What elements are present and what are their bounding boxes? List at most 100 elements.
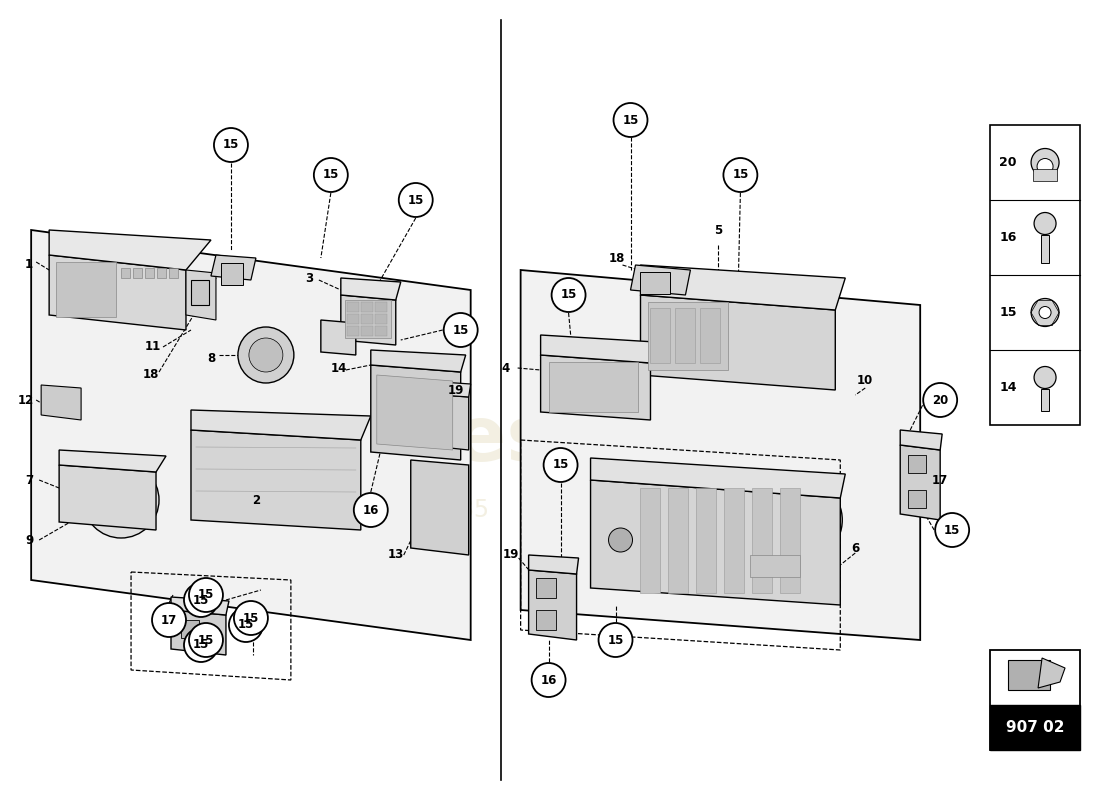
Circle shape: [724, 158, 758, 192]
Text: 6: 6: [851, 542, 859, 554]
Text: 5: 5: [714, 223, 723, 237]
Polygon shape: [441, 395, 469, 450]
Text: 8: 8: [207, 351, 216, 365]
Circle shape: [1037, 158, 1053, 174]
Text: 16: 16: [540, 674, 557, 686]
Text: 11: 11: [145, 341, 161, 354]
Text: 15: 15: [408, 194, 424, 206]
Text: 16: 16: [363, 503, 379, 517]
Text: 15: 15: [552, 458, 569, 471]
Circle shape: [354, 493, 388, 527]
Text: 14: 14: [999, 381, 1016, 394]
Text: 19: 19: [503, 549, 519, 562]
Polygon shape: [900, 430, 943, 450]
Bar: [361, 326, 373, 336]
Circle shape: [608, 528, 632, 552]
Polygon shape: [529, 570, 576, 640]
Bar: [536, 578, 556, 598]
Text: 15: 15: [198, 634, 214, 646]
Text: 15: 15: [192, 594, 209, 606]
Bar: [750, 555, 801, 577]
Bar: [1041, 389, 1049, 410]
Polygon shape: [59, 465, 156, 530]
Bar: [640, 488, 660, 593]
Polygon shape: [341, 278, 400, 300]
Text: 12: 12: [18, 394, 34, 406]
Bar: [909, 490, 926, 508]
Text: 15: 15: [192, 638, 209, 651]
Text: 15: 15: [322, 169, 339, 182]
Bar: [696, 488, 716, 593]
Polygon shape: [540, 335, 656, 363]
Bar: [346, 302, 359, 312]
Bar: [344, 300, 390, 338]
Polygon shape: [191, 410, 371, 440]
Text: 15: 15: [560, 289, 576, 302]
Circle shape: [184, 628, 218, 662]
Polygon shape: [170, 597, 229, 615]
Text: 13: 13: [387, 549, 404, 562]
Polygon shape: [377, 375, 453, 450]
Polygon shape: [540, 355, 650, 420]
Bar: [182, 620, 199, 638]
Bar: [1041, 234, 1049, 262]
Polygon shape: [50, 255, 186, 330]
Bar: [1008, 660, 1050, 690]
Bar: [669, 488, 689, 593]
Polygon shape: [591, 458, 845, 498]
Circle shape: [84, 462, 160, 538]
Circle shape: [935, 513, 969, 547]
Bar: [169, 268, 178, 278]
Bar: [990, 650, 1080, 750]
Polygon shape: [640, 265, 845, 310]
Text: 16: 16: [1000, 231, 1016, 244]
Polygon shape: [186, 270, 216, 320]
Polygon shape: [211, 255, 256, 280]
Bar: [649, 302, 728, 370]
Bar: [191, 280, 209, 305]
Bar: [375, 326, 387, 336]
Polygon shape: [191, 430, 361, 530]
Circle shape: [189, 578, 223, 612]
Bar: [375, 314, 387, 324]
Circle shape: [1031, 298, 1059, 326]
Polygon shape: [371, 350, 465, 372]
Bar: [361, 314, 373, 324]
Bar: [1033, 169, 1057, 181]
Bar: [133, 268, 142, 278]
Polygon shape: [41, 385, 81, 420]
Text: 907 02: 907 02: [1005, 719, 1065, 734]
Text: 20: 20: [999, 156, 1016, 169]
Polygon shape: [321, 320, 355, 355]
Circle shape: [923, 383, 957, 417]
Text: a passion for parts since 1985: a passion for parts since 1985: [132, 498, 490, 522]
Text: 4: 4: [502, 362, 509, 374]
Circle shape: [443, 313, 477, 347]
Polygon shape: [591, 480, 840, 605]
Bar: [780, 488, 801, 593]
Polygon shape: [59, 450, 166, 472]
Text: 20: 20: [932, 394, 948, 406]
Circle shape: [1034, 213, 1056, 234]
Text: eurospares: eurospares: [69, 403, 552, 477]
Text: 9: 9: [25, 534, 33, 546]
Polygon shape: [520, 270, 921, 640]
Text: 7: 7: [25, 474, 33, 486]
Circle shape: [551, 278, 585, 312]
Circle shape: [531, 663, 565, 697]
Circle shape: [1031, 149, 1059, 177]
Bar: [650, 308, 671, 363]
Circle shape: [234, 601, 268, 635]
Polygon shape: [441, 382, 471, 397]
Bar: [346, 314, 359, 324]
Circle shape: [399, 183, 432, 217]
Text: 15: 15: [223, 138, 239, 151]
Bar: [361, 302, 373, 312]
Circle shape: [184, 583, 218, 617]
Bar: [56, 262, 117, 317]
Circle shape: [598, 623, 632, 657]
Text: 18: 18: [143, 369, 160, 382]
Bar: [145, 268, 154, 278]
Bar: [909, 455, 926, 473]
Text: 15: 15: [607, 634, 624, 646]
